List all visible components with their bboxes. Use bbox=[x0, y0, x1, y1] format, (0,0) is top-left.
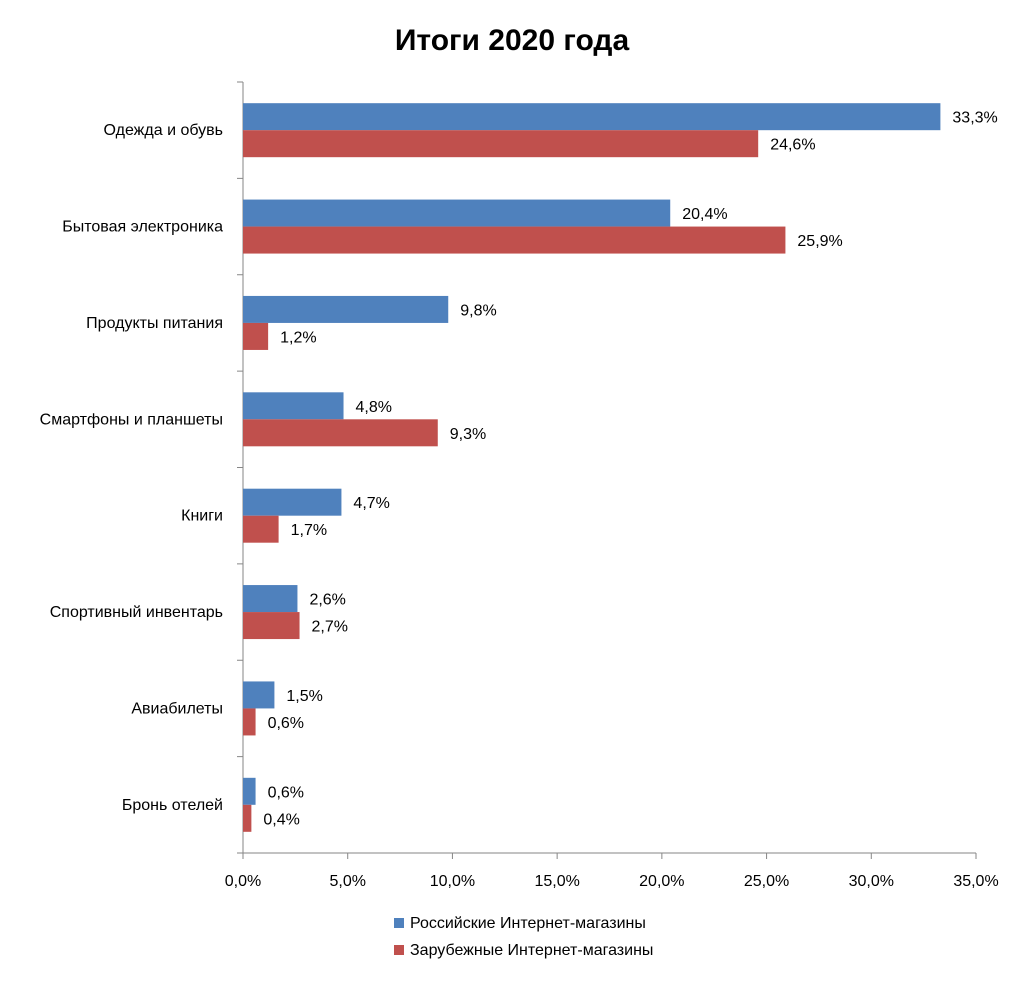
x-tick-label: 25,0% bbox=[744, 873, 789, 890]
data-label: 4,8% bbox=[356, 399, 392, 416]
data-label: 9,3% bbox=[450, 426, 486, 443]
data-label: 2,6% bbox=[309, 592, 345, 609]
legend: Российские Интернет-магазины Зарубежные И… bbox=[394, 915, 653, 959]
data-label: 20,4% bbox=[682, 206, 727, 223]
x-tick-label: 15,0% bbox=[534, 873, 579, 890]
data-label: 0,6% bbox=[268, 784, 304, 801]
bar-series-1 bbox=[243, 392, 344, 420]
bar-series-2 bbox=[243, 612, 300, 640]
category-label: Книги bbox=[181, 508, 223, 525]
data-label: 25,9% bbox=[797, 233, 842, 250]
bars bbox=[243, 103, 941, 832]
bar-series-1 bbox=[243, 777, 256, 805]
category-label: Смартфоны и планшеты bbox=[40, 411, 223, 428]
x-tick-label: 5,0% bbox=[329, 873, 365, 890]
bar-series-2 bbox=[243, 419, 438, 447]
legend-swatch bbox=[394, 945, 404, 955]
x-tick-label: 10,0% bbox=[430, 873, 475, 890]
data-labels: 33,3% 20,4% 9,8% 4,8% 4,7% 2,6% 1,5% 0,6% 24,6% 2… bbox=[263, 110, 997, 829]
bar-series-2 bbox=[243, 130, 759, 158]
data-label: 4,7% bbox=[353, 495, 389, 512]
data-label: 0,4% bbox=[263, 811, 299, 828]
bar-series-1 bbox=[243, 681, 275, 709]
chart-title: Итоги 2020 года bbox=[395, 24, 630, 57]
data-label: 1,7% bbox=[291, 522, 327, 539]
data-label: 2,7% bbox=[312, 619, 348, 636]
bar-series-2 bbox=[243, 226, 786, 254]
x-tick-label: 30,0% bbox=[849, 873, 894, 890]
bar-series-2 bbox=[243, 515, 279, 543]
data-label: 0,6% bbox=[268, 715, 304, 732]
x-tick-label: 20,0% bbox=[639, 873, 684, 890]
x-tick-label: 35,0% bbox=[953, 873, 998, 890]
bar-series-1 bbox=[243, 585, 298, 613]
legend-label: Российские Интернет-магазины bbox=[410, 915, 646, 932]
data-label: 1,5% bbox=[286, 688, 322, 705]
bar-series-2 bbox=[243, 708, 256, 736]
data-label: 33,3% bbox=[952, 110, 997, 127]
data-label: 1,2% bbox=[280, 329, 316, 346]
category-label: Одежда и обувь bbox=[104, 122, 223, 139]
category-label: Бытовая электроника bbox=[62, 219, 223, 236]
legend-label: Зарубежные Интернет-магазины bbox=[410, 942, 653, 959]
bar-series-1 bbox=[243, 103, 941, 131]
data-label: 9,8% bbox=[460, 302, 496, 319]
bar-series-1 bbox=[243, 295, 449, 323]
bar-series-2 bbox=[243, 804, 252, 832]
bar-series-1 bbox=[243, 199, 671, 227]
legend-swatch bbox=[394, 918, 404, 928]
axes: 0,0% 5,0% 10,0% 15,0% 20,0% 25,0% 30,0% 35,0% Од… bbox=[40, 81, 999, 890]
category-label: Бронь отелей bbox=[122, 797, 223, 814]
category-label: Авиабилеты bbox=[131, 700, 223, 717]
category-label: Спортивный инвентарь bbox=[50, 604, 223, 621]
x-tick-label: 0,0% bbox=[225, 873, 261, 890]
data-label: 24,6% bbox=[770, 137, 815, 154]
category-label: Продукты питания bbox=[86, 315, 223, 332]
bar-series-1 bbox=[243, 488, 342, 516]
bar-series-2 bbox=[243, 322, 269, 350]
